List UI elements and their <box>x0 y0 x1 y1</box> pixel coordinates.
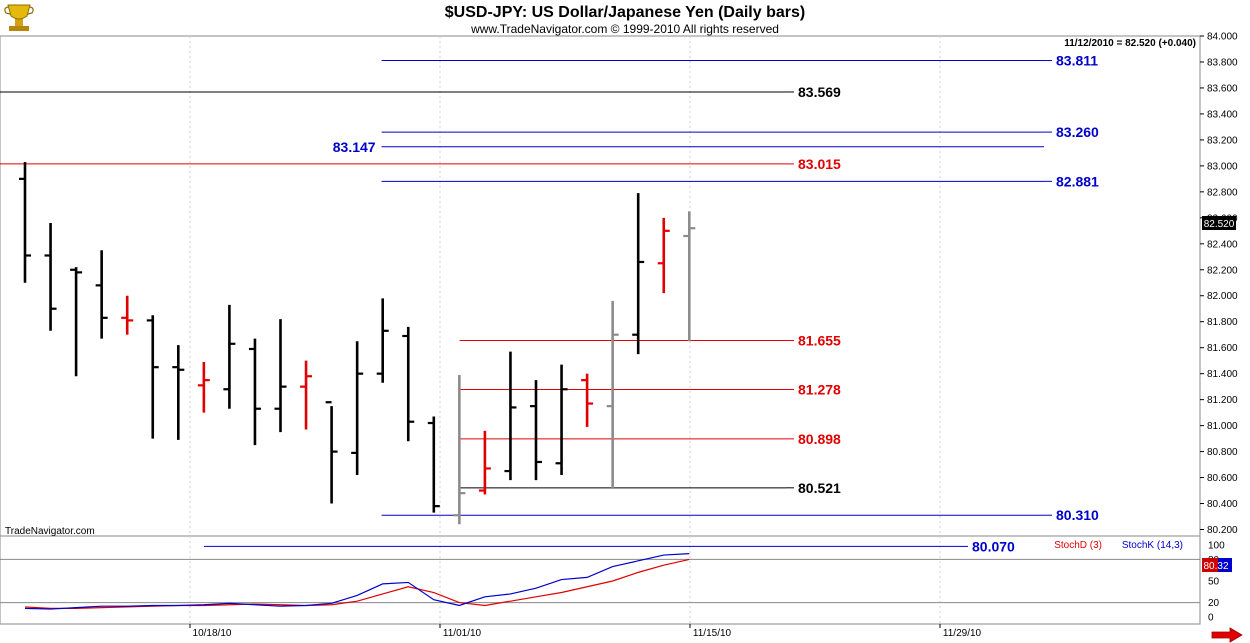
stoch-series-line <box>24 558 690 609</box>
indicator-last-box <box>1202 558 1218 572</box>
indicator-tick-label: 100 <box>1208 541 1225 552</box>
indicator-last-box-blue <box>1218 558 1232 572</box>
price-bar <box>95 250 108 339</box>
price-bar <box>504 351 517 481</box>
level-label: 83.569 <box>798 84 841 100</box>
price-tick-label: 82.400 <box>1207 239 1238 250</box>
price-bar <box>274 319 287 433</box>
price-bar <box>530 380 542 481</box>
price-tick-label: 80.200 <box>1207 525 1238 536</box>
legend-stoch-k: StochK (14,3) <box>1122 540 1183 551</box>
stoch-series-line <box>24 553 690 610</box>
right-arrow-icon[interactable] <box>1211 627 1243 643</box>
level-label: 80.070 <box>972 538 1015 554</box>
legend-stoch-d: StochD (3) <box>1054 540 1102 551</box>
trophy-icon <box>4 4 34 31</box>
price-bar <box>70 267 83 377</box>
price-bar <box>351 341 364 475</box>
level-label: 81.278 <box>798 382 841 398</box>
price-tick-label: 84.000 <box>1207 32 1238 43</box>
price-tick-label: 82.000 <box>1207 291 1238 302</box>
price-tick-label: 83.200 <box>1207 135 1238 146</box>
indicator-frame <box>0 535 1201 625</box>
price-bar <box>376 298 389 383</box>
price-bar <box>427 416 440 513</box>
price-tick-label: 81.600 <box>1207 343 1238 354</box>
date-axis: 10/18/10 11/01/10 11/15/10 11/29/10 <box>189 624 982 639</box>
chart-subtitle: www.TradeNavigator.com © 1999-2010 All r… <box>470 22 779 36</box>
price-tick-label: 80.800 <box>1207 447 1238 458</box>
price-bar <box>632 193 645 355</box>
date-tick-label: 11/15/10 <box>693 628 732 639</box>
price-bar <box>606 300 619 488</box>
date-tick-label: 10/18/10 <box>193 628 232 639</box>
price-bar <box>581 373 594 427</box>
price-bar <box>146 315 159 439</box>
level-label: 83.015 <box>798 156 841 172</box>
price-bar <box>121 295 134 335</box>
indicator-tick-label: 50 <box>1208 577 1220 588</box>
price-bar <box>248 338 261 446</box>
level-label: 80.898 <box>798 431 841 447</box>
price-bar <box>325 401 338 504</box>
price-bar <box>555 364 568 475</box>
price-tick-label: 82.200 <box>1207 265 1238 276</box>
price-bar <box>223 304 236 409</box>
date-tick-label: 11/01/10 <box>443 628 482 639</box>
price-tick-label: 81.400 <box>1207 369 1238 380</box>
price-bar <box>402 326 415 442</box>
price-bars <box>19 161 696 525</box>
price-tick-label: 83.600 <box>1207 83 1238 94</box>
price-bar <box>657 217 670 294</box>
price-tick-label: 82.800 <box>1207 187 1238 198</box>
price-tick-label: 80.600 <box>1207 473 1238 484</box>
level-label: 80.521 <box>798 480 841 496</box>
stochastic-lines <box>24 553 690 610</box>
quote-readout: 11/12/2010 = 82.520 (+0.040) <box>1064 38 1196 49</box>
level-label: 83.811 <box>1056 53 1098 69</box>
price-bar <box>478 430 491 495</box>
indicator-tick-label: 0 <box>1208 613 1214 624</box>
price-bar <box>19 161 31 283</box>
indicator-gridlines <box>0 558 1200 604</box>
level-label: 82.881 <box>1056 173 1099 189</box>
price-tick-label: 83.800 <box>1207 57 1238 68</box>
chart-title: $USD-JPY: US Dollar/Japanese Yen (Daily … <box>445 4 805 21</box>
last-price-label: 82.520 <box>1204 219 1235 230</box>
price-bar <box>44 223 57 331</box>
plot-frame <box>0 35 1201 537</box>
indicator-tick-label: 20 <box>1208 598 1220 609</box>
price-bar <box>453 374 466 525</box>
price-bar <box>197 361 210 413</box>
price-tick-label: 83.400 <box>1207 109 1238 120</box>
level-label: 83.260 <box>1056 124 1099 140</box>
watermark: TradeNavigator.com <box>5 526 95 537</box>
vertical-gridlines <box>189 36 941 624</box>
price-bar <box>300 360 313 430</box>
price-tick-label: 80.400 <box>1207 499 1238 510</box>
date-tick-label: 11/29/10 <box>943 628 982 639</box>
indicator-last-label: 80.32 <box>1203 561 1228 572</box>
last-price-box <box>1202 216 1236 230</box>
price-tick-label: 81.200 <box>1207 395 1238 406</box>
price-axis: 80.200 80.400 80.600 80.800 81.000 81.200 81.4… <box>1200 32 1238 536</box>
level-label: 83.147 <box>333 139 376 155</box>
price-tick-label: 81.800 <box>1207 317 1238 328</box>
price-bar <box>172 345 185 440</box>
price-tick-label: 83.000 <box>1207 161 1238 172</box>
price-tick-label: 81.000 <box>1207 421 1238 432</box>
level-label: 81.655 <box>798 333 841 349</box>
indicator-axis: 1008050200 <box>1208 541 1225 624</box>
level-lines: 83.811 83.569 83.260 83.147 83.015 82.881 81.6… <box>0 53 1099 554</box>
level-label: 80.310 <box>1056 507 1099 523</box>
price-bar <box>683 211 696 342</box>
